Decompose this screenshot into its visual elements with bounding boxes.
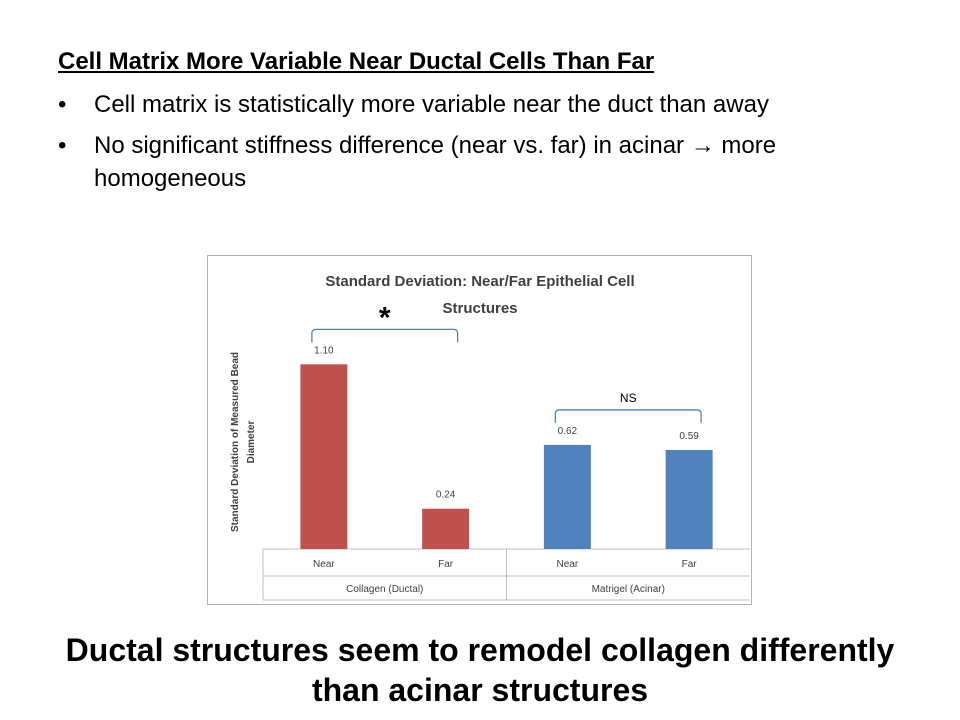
significance-bracket	[554, 409, 702, 423]
bullet-item: • No significant stiffness difference (n…	[58, 129, 898, 195]
bar	[543, 444, 591, 549]
significance-label: NS	[620, 391, 637, 405]
bullet-list: • Cell matrix is statistically more vari…	[58, 88, 898, 203]
x-tick-label: Far	[438, 559, 454, 570]
x-tick-label: Far	[682, 559, 698, 570]
significance-bracket	[311, 328, 459, 343]
bullet-item: • Cell matrix is statistically more vari…	[58, 88, 898, 121]
x-tick-label: Near	[557, 559, 579, 570]
chart-container: Standard Deviation: Near/Far Epithelial …	[207, 255, 752, 605]
bullet-text: No significant stiffness difference (nea…	[94, 132, 777, 192]
bar	[422, 508, 470, 549]
data-label: 0.62	[558, 426, 578, 437]
bar	[665, 449, 713, 549]
bullet-text: Cell matrix is statistically more variab…	[94, 91, 769, 118]
bar-chart: Standard Deviation: Near/Far Epithelial …	[230, 273, 750, 601]
data-label: 0.24	[436, 490, 456, 501]
chart-title-line1: Standard Deviation: Near/Far Epithelial …	[325, 273, 634, 290]
y-axis-label-line2: Diameter	[246, 421, 257, 464]
bullet-marker: •	[58, 91, 67, 118]
x-tick-label: Near	[313, 559, 335, 570]
group-label: Collagen (Ductal)	[346, 584, 423, 595]
chart-title-line2: Structures	[442, 300, 517, 317]
data-label: 0.59	[679, 431, 699, 442]
plot-area: 1.10 Near 0.24 Far 0.62 Near 0.59 Far Collagen (…	[262, 301, 750, 601]
bullet-marker: •	[58, 132, 67, 159]
group-label: Matrigel (Acinar)	[592, 584, 665, 595]
slide-heading: Cell Matrix More Variable Near Ductal Ce…	[58, 48, 655, 75]
significance-label: *	[379, 301, 391, 334]
conclusion-text: Ductal structures seem to remodel collag…	[65, 632, 895, 708]
data-label: 1.10	[314, 345, 334, 356]
bar	[300, 364, 348, 549]
y-axis-label-line1: Standard Deviation of Measured Bead	[230, 352, 241, 532]
